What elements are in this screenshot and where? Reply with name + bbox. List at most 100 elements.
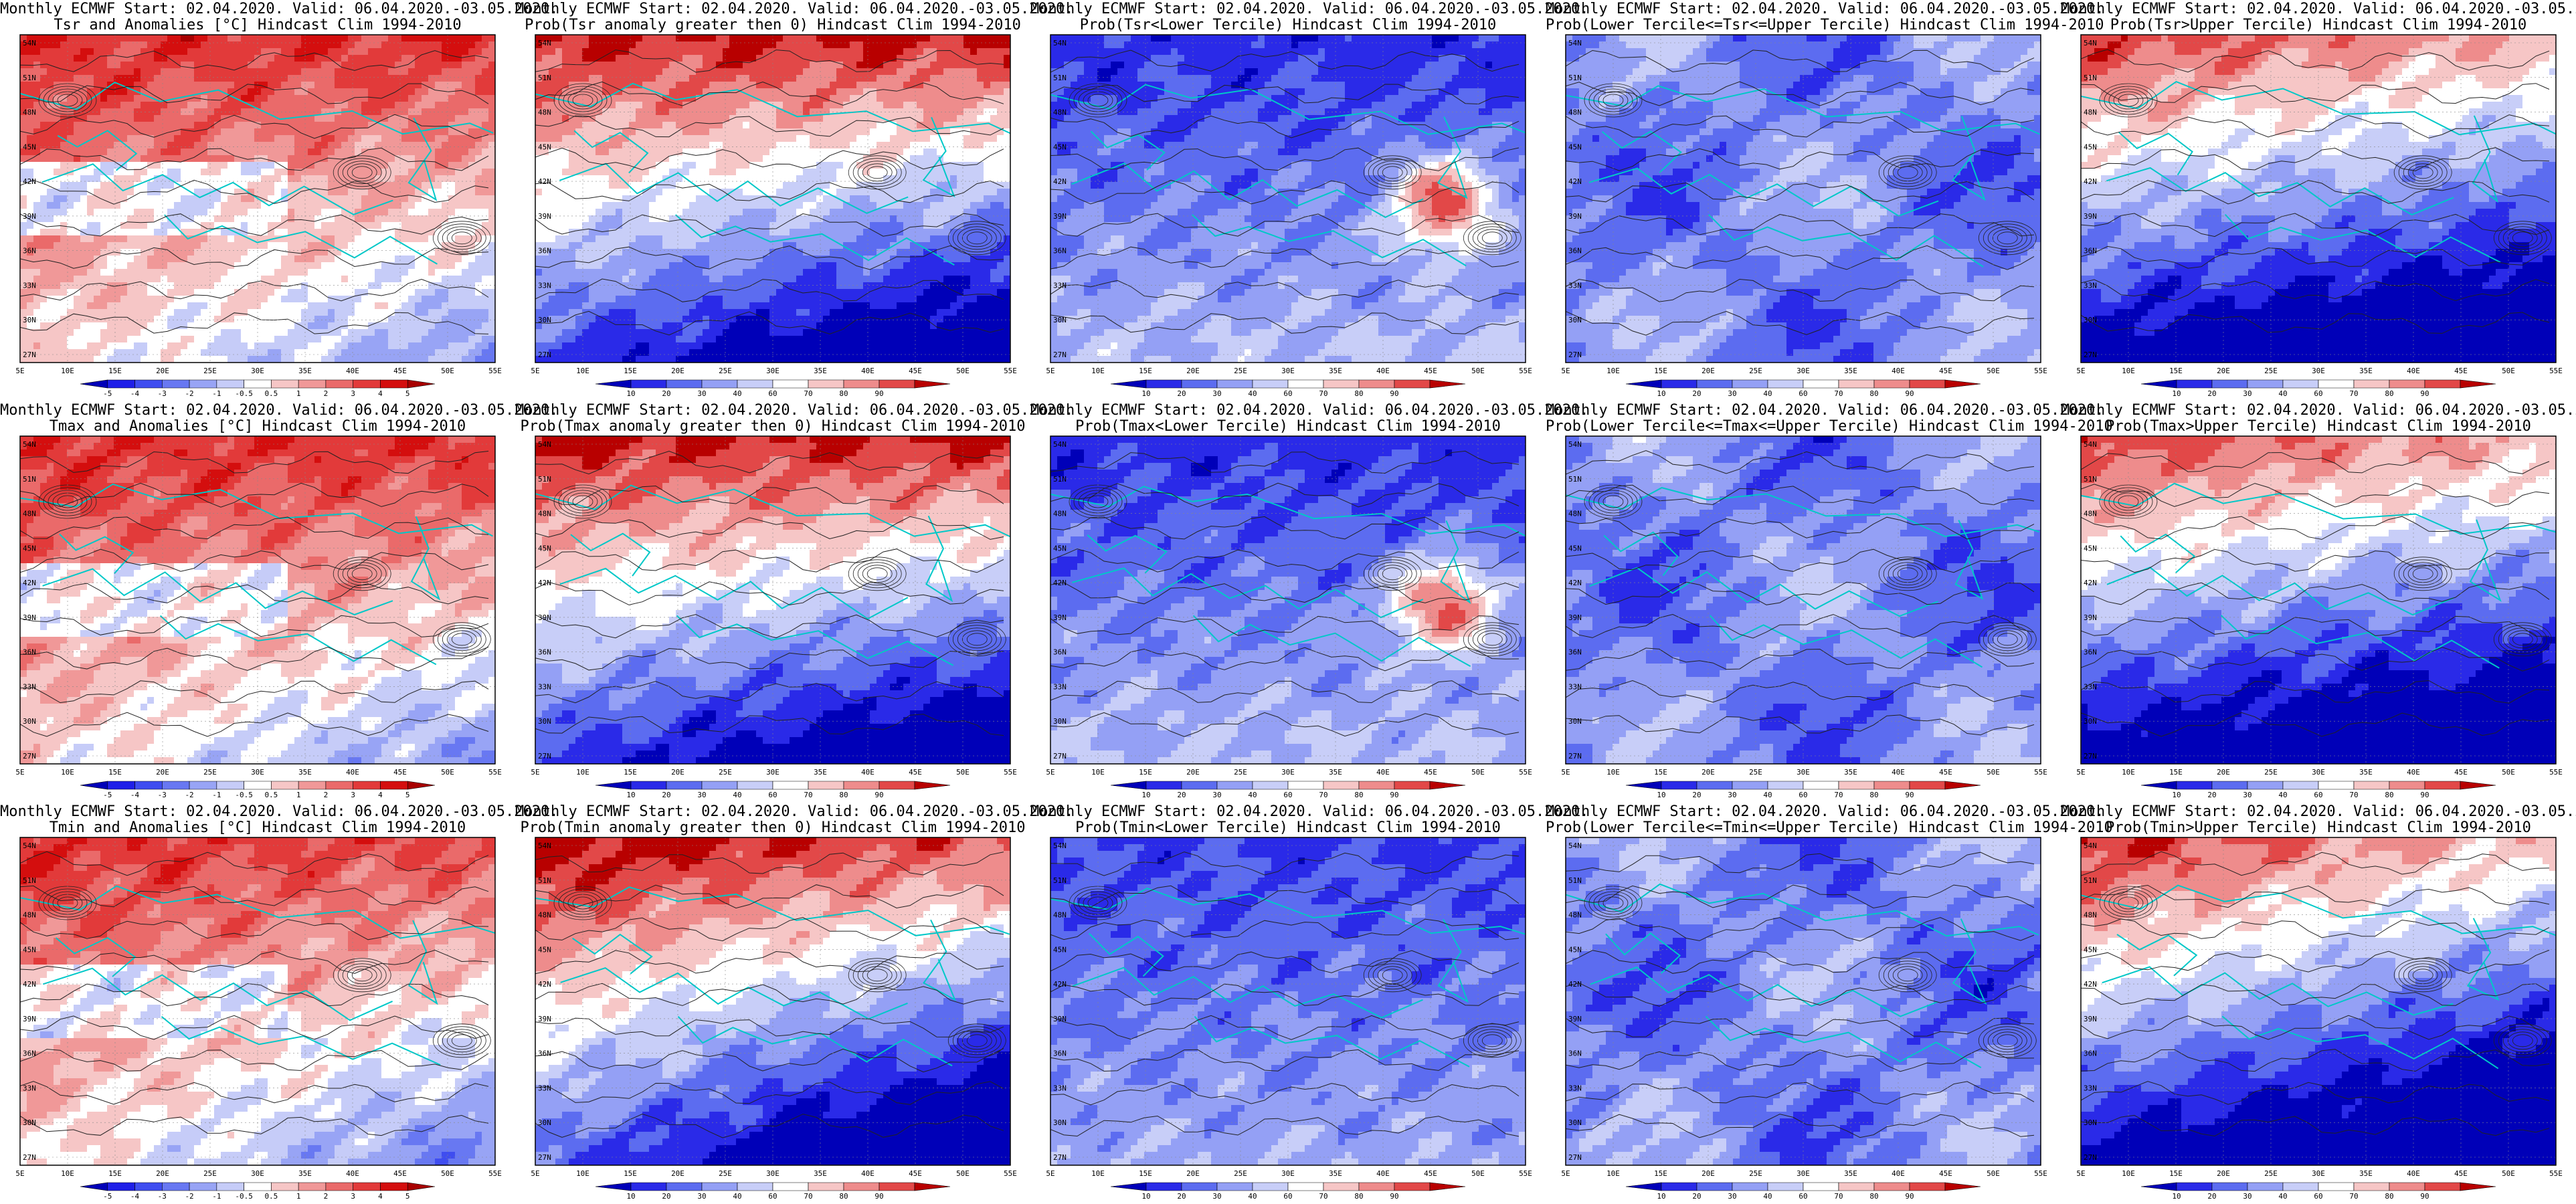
field-cell [428, 209, 436, 216]
field-cell [94, 269, 101, 276]
field-cell [790, 75, 797, 82]
field-cell [154, 269, 161, 276]
field-cell [321, 102, 329, 109]
field-cell [395, 235, 402, 243]
field-cell [616, 115, 623, 122]
orography-contour [451, 231, 472, 245]
field-cell [167, 62, 175, 69]
colorbar-label: -2 [185, 389, 193, 398]
field-cell [167, 269, 175, 276]
field-cell [977, 41, 984, 49]
field-cell [268, 35, 275, 42]
field-cell [823, 148, 830, 156]
field-cell [274, 122, 282, 129]
field-cell [268, 62, 275, 69]
field-cell [917, 108, 924, 116]
field-cell [60, 235, 68, 243]
field-cell [381, 142, 389, 149]
field-cell [361, 115, 369, 122]
field-cell [368, 276, 375, 283]
field-cell [87, 209, 94, 216]
field-cell [268, 276, 275, 283]
field-cell [395, 276, 402, 283]
field-cell [281, 62, 288, 69]
field-cell [54, 235, 61, 243]
field-cell [33, 102, 41, 109]
field-cell [669, 88, 676, 96]
field-cell [207, 175, 215, 183]
field-cell [107, 95, 114, 102]
field-cell [161, 356, 168, 363]
field-cell [60, 115, 68, 122]
field-cell [127, 302, 134, 310]
field-cell [709, 142, 717, 149]
field-cell [127, 142, 134, 149]
field-cell [33, 155, 41, 163]
field-cell [161, 102, 168, 109]
field-cell [756, 142, 763, 149]
field-cell [462, 329, 469, 336]
field-cell [375, 148, 382, 156]
field-cell [830, 68, 837, 76]
field-cell [33, 302, 41, 310]
field-cell [94, 235, 101, 243]
field-cell [361, 222, 369, 229]
field-cell [40, 302, 48, 310]
field-cell [388, 95, 395, 102]
field-cell [468, 336, 476, 343]
field-cell [977, 55, 984, 62]
field-cell [462, 128, 469, 136]
field-cell [167, 329, 175, 336]
field-cell [214, 182, 221, 189]
field-cell [207, 169, 215, 176]
panel-title-run: Monthly ECMWF Start: 02.04.2020. Valid: … [515, 1, 1073, 17]
field-cell [582, 135, 589, 142]
field-cell [141, 148, 148, 156]
field-cell [67, 249, 74, 256]
field-cell [455, 48, 462, 56]
colorbar-segment [216, 379, 244, 389]
field-cell [221, 222, 228, 229]
field-cell [475, 62, 482, 69]
field-cell [790, 62, 797, 69]
field-cell [917, 148, 924, 156]
field-cell [897, 88, 904, 96]
field-cell [194, 48, 201, 56]
field-cell [629, 62, 636, 69]
field-cell [462, 316, 469, 323]
field-cell [749, 75, 757, 82]
field-cell [120, 329, 128, 336]
field-cell [174, 68, 181, 76]
field-cell [120, 62, 128, 69]
field-cell [723, 115, 730, 122]
field-cell [294, 256, 302, 263]
field-cell [20, 249, 27, 256]
field-cell [676, 115, 683, 122]
field-cell [261, 276, 268, 283]
field-cell [790, 135, 797, 142]
field-cell [475, 202, 482, 209]
field-cell [890, 41, 897, 49]
field-cell [957, 35, 964, 42]
field-cell [422, 68, 429, 76]
field-cell [141, 262, 148, 270]
field-cell [977, 75, 984, 82]
field-cell [33, 175, 41, 183]
field-cell [890, 48, 897, 56]
field-cell [883, 75, 891, 82]
field-cell [957, 128, 964, 136]
field-cell [843, 128, 850, 136]
field-cell [408, 35, 416, 42]
field-cell [910, 122, 917, 129]
field-cell [27, 242, 34, 249]
field-cell [609, 102, 616, 109]
field-cell [381, 162, 389, 169]
field-cell [127, 95, 134, 102]
field-cell [997, 48, 1004, 56]
field-cell [555, 128, 563, 136]
field-cell [1004, 62, 1010, 69]
field-cell [488, 202, 495, 209]
field-cell [100, 322, 108, 330]
field-cell [341, 162, 349, 169]
field-cell [221, 189, 228, 196]
